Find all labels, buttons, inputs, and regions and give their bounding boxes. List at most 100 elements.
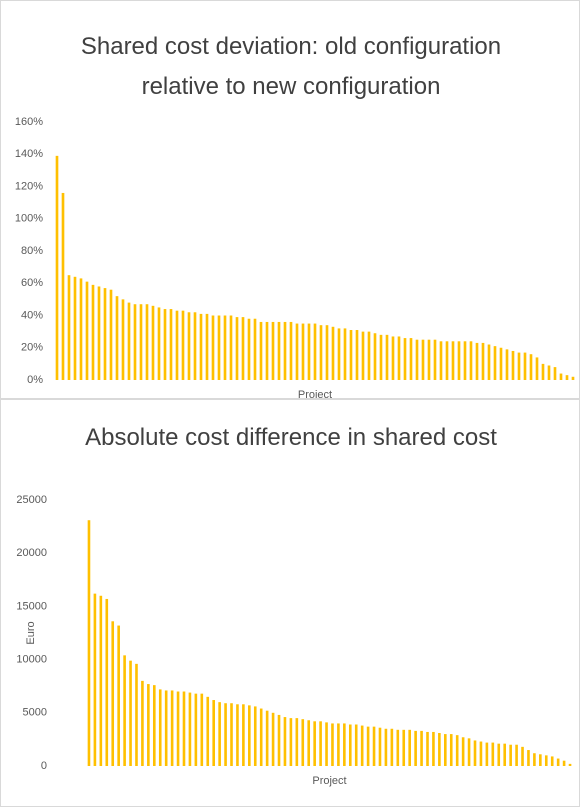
bar — [509, 744, 512, 766]
bar — [378, 727, 382, 766]
bar — [415, 339, 419, 380]
bar — [421, 339, 425, 380]
bar — [271, 321, 275, 380]
bar — [469, 341, 473, 380]
bar — [218, 702, 221, 766]
y-tick-label: 80% — [21, 245, 43, 257]
bar — [396, 729, 400, 766]
bar — [451, 341, 455, 380]
bar — [473, 740, 477, 766]
bar — [170, 690, 174, 766]
bar — [331, 326, 335, 380]
x-axis-label: Project — [312, 775, 346, 787]
bar — [99, 595, 103, 766]
bar — [533, 753, 536, 766]
bar — [384, 728, 388, 766]
bar — [169, 309, 173, 380]
bar — [337, 723, 340, 766]
bar — [343, 723, 346, 766]
bar — [319, 721, 322, 766]
bar — [408, 729, 411, 766]
bar — [295, 718, 299, 766]
bar — [568, 763, 572, 766]
bar — [325, 325, 329, 380]
y-tick-label: 0% — [27, 374, 43, 386]
bar — [479, 741, 483, 766]
bar — [133, 304, 137, 380]
bar — [373, 333, 377, 380]
bar — [307, 323, 311, 380]
bar — [111, 621, 115, 766]
y-tick-label: 120% — [15, 180, 43, 192]
bar — [85, 281, 89, 380]
bar — [455, 735, 459, 766]
bar — [241, 317, 245, 380]
bar — [301, 323, 305, 380]
bar — [385, 334, 389, 380]
bar — [325, 722, 328, 766]
bar — [420, 730, 423, 766]
y-tick-label: 20000 — [16, 547, 47, 559]
bar — [147, 684, 150, 766]
bar — [229, 315, 233, 380]
bar — [224, 703, 227, 766]
bar — [372, 726, 376, 766]
y-tick-label: 60% — [21, 277, 43, 289]
y-tick-label: 5000 — [23, 707, 47, 719]
bar — [565, 375, 569, 380]
bar — [115, 296, 119, 380]
bar — [175, 310, 179, 380]
bar — [331, 723, 334, 766]
bar — [103, 288, 107, 380]
bar — [141, 680, 144, 766]
bar — [491, 742, 495, 766]
bar — [390, 728, 394, 766]
bar — [117, 625, 120, 766]
bar — [355, 330, 359, 380]
bar — [444, 734, 447, 766]
bar — [499, 347, 503, 380]
bar — [123, 655, 126, 766]
bar — [349, 330, 353, 380]
bar — [129, 660, 132, 766]
bar — [343, 328, 347, 380]
bar — [187, 312, 191, 380]
chart-title: Shared cost deviation: old configuration… — [80, 33, 502, 100]
bar — [515, 744, 518, 766]
bar — [259, 708, 263, 766]
bar — [236, 704, 239, 766]
bar — [559, 373, 563, 380]
bar — [277, 714, 281, 766]
bar — [354, 724, 358, 766]
bar — [242, 704, 245, 766]
bar — [481, 342, 485, 380]
bar — [414, 730, 417, 766]
bar — [121, 299, 125, 380]
bar — [253, 318, 257, 380]
bar — [562, 760, 566, 766]
chart-title: Absolute cost difference in shared cost — [85, 424, 497, 451]
bar — [313, 721, 316, 766]
bar — [93, 593, 97, 766]
bar — [248, 705, 251, 766]
bar — [289, 321, 293, 380]
bar — [205, 313, 209, 380]
bar — [152, 685, 156, 766]
bar — [449, 734, 453, 766]
bar — [432, 731, 435, 766]
bar — [348, 724, 352, 766]
bar — [360, 725, 364, 766]
bar — [217, 315, 221, 380]
bar — [409, 338, 413, 380]
bar — [109, 289, 113, 380]
bar — [91, 284, 95, 380]
bar — [135, 663, 138, 766]
chart: 0% 20% 40% 60% 80% 100% 120% 140% 160% Project — [15, 116, 575, 398]
bar — [199, 313, 203, 380]
bar — [105, 598, 109, 766]
bar — [200, 693, 204, 766]
bar — [439, 341, 443, 380]
bar — [283, 321, 287, 380]
bar — [426, 731, 429, 766]
bar — [164, 690, 168, 766]
